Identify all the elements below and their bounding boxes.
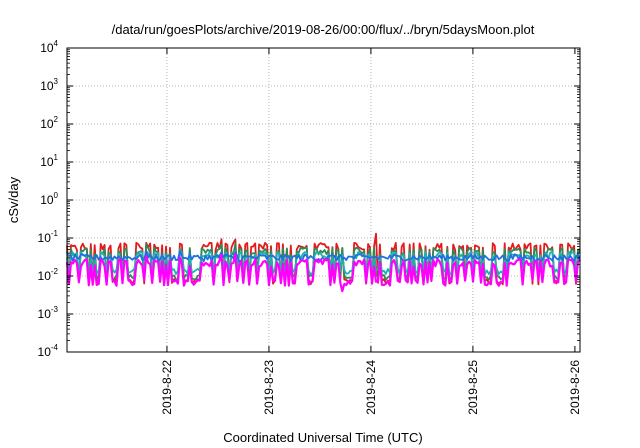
ticks [67, 47, 580, 353]
series-line [65, 252, 581, 293]
x-tick-label: 2019-8-26 [568, 360, 582, 415]
y-tick-label: 10-2 [38, 267, 59, 283]
x-tick-label: 2019-8-22 [160, 360, 174, 415]
y-tick-label: 104 [40, 39, 58, 55]
x-tick-label: 2019-8-23 [262, 360, 276, 415]
y-tick-label: 10-3 [38, 305, 59, 321]
x-tick-label: 2019-8-25 [466, 360, 480, 415]
y-tick-label: 10-1 [38, 229, 59, 245]
y-tick-label: 103 [40, 77, 58, 93]
y-tick-label: 101 [40, 153, 58, 169]
y-axis-label: cSv/day [6, 176, 21, 223]
series-line [66, 249, 581, 263]
x-axis-label: Coordinated Universal Time (UTC) [223, 430, 422, 445]
y-tick-labels: 10-4 10-3 10-2 10-1 100 101 102 103 104 [38, 39, 59, 359]
x-tick-labels: 2019-8-22 2019-8-23 2019-8-24 2019-8-25 2019… [160, 360, 582, 415]
grid [67, 48, 580, 352]
y-tick-label: 100 [40, 191, 58, 207]
y-tick-label: 102 [40, 115, 58, 131]
x-tick-label: 2019-8-24 [364, 360, 378, 415]
y-tick-label: 10-4 [38, 343, 59, 359]
chart-title: /data/run/goesPlots/archive/2019-08-26/0… [112, 22, 535, 37]
plot-frame [66, 47, 581, 353]
series-layer [65, 232, 581, 293]
